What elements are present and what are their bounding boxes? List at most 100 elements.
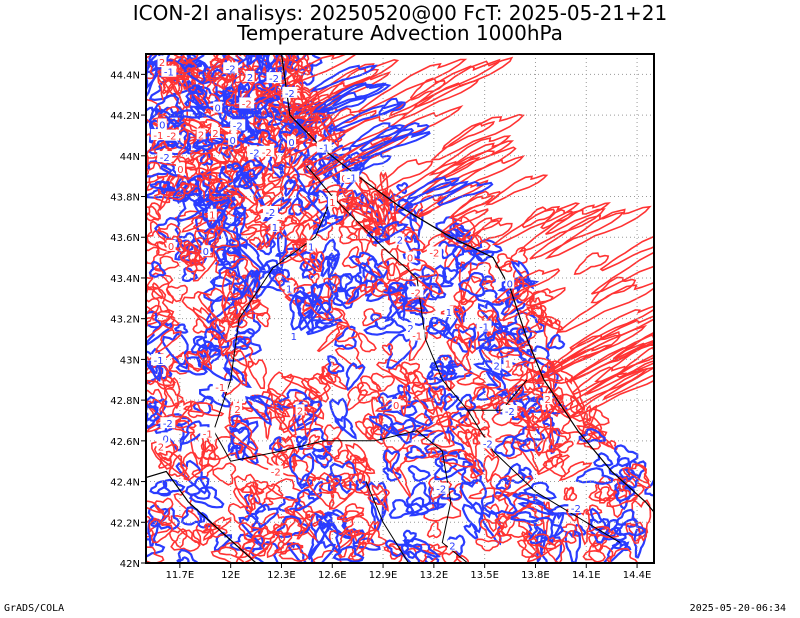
contour-label: -2 xyxy=(167,132,177,143)
contour-line xyxy=(564,376,586,413)
contour-line xyxy=(192,528,214,547)
contour-line xyxy=(388,498,415,519)
contour-line xyxy=(165,284,188,303)
plot-border xyxy=(145,53,655,564)
contour-line xyxy=(477,309,494,323)
region-border xyxy=(281,430,469,563)
contour-line xyxy=(306,434,321,448)
contour-label: -1 xyxy=(479,323,489,334)
contour-line xyxy=(280,375,322,394)
contour-line xyxy=(540,208,574,230)
contour-line xyxy=(334,321,359,343)
contour-line xyxy=(491,202,581,246)
contour-line xyxy=(408,263,444,295)
contour-line xyxy=(398,258,436,282)
y-tick-label: 43.6N xyxy=(110,233,140,244)
contour-line xyxy=(457,271,486,298)
contour-line xyxy=(184,350,209,373)
contour-line xyxy=(525,406,545,429)
contour-line xyxy=(334,190,355,226)
contour-line xyxy=(176,556,190,563)
contour-line xyxy=(240,268,260,298)
x-tick-label: 11.7E xyxy=(166,570,195,581)
contour-line xyxy=(524,290,554,307)
contour-line xyxy=(321,508,352,539)
contour-line xyxy=(426,520,442,539)
contour-line xyxy=(542,455,567,478)
contour-line xyxy=(270,163,284,179)
contour-line xyxy=(382,449,401,472)
contour-line xyxy=(146,538,166,558)
contour-line xyxy=(523,367,536,392)
contour-line xyxy=(153,443,179,461)
contour-line xyxy=(340,203,373,228)
contour-label: -2 xyxy=(285,89,295,100)
contour-line xyxy=(422,388,446,412)
contour-line xyxy=(316,83,392,114)
contour-line xyxy=(255,262,279,300)
contour-line xyxy=(599,235,654,272)
contour-line xyxy=(310,281,334,315)
contour-line xyxy=(290,203,313,225)
contour-line xyxy=(230,427,251,462)
y-tick-label: 42.8N xyxy=(110,396,140,407)
contour-line xyxy=(343,515,377,537)
contour-line xyxy=(146,64,155,80)
contour-line xyxy=(253,268,294,292)
contour-label: 0 xyxy=(229,136,235,147)
contour-label-box xyxy=(409,329,425,341)
contour-line xyxy=(288,197,304,216)
contour-line xyxy=(200,93,222,116)
contour-label: 0 xyxy=(159,120,165,131)
contour-line xyxy=(509,410,541,432)
contour-line xyxy=(203,522,228,539)
contour-line xyxy=(509,246,528,265)
contour-line xyxy=(151,282,164,300)
contour-line xyxy=(332,545,365,563)
contour-line xyxy=(528,516,565,545)
contour-line xyxy=(353,261,378,285)
contour-line xyxy=(146,360,164,386)
contour-line xyxy=(490,396,500,410)
contour-label-box xyxy=(426,246,442,258)
contour-line xyxy=(296,513,316,540)
contour-label: -2 xyxy=(271,467,281,478)
contour-line xyxy=(546,360,556,398)
contour-line xyxy=(320,255,335,278)
contour-line xyxy=(222,202,247,230)
y-tick-label: 42.6N xyxy=(110,437,140,448)
contour-line xyxy=(451,245,477,270)
contour-label-box xyxy=(161,432,171,444)
contour-line xyxy=(584,354,654,396)
contour-line xyxy=(278,542,309,562)
contour-label: -2 xyxy=(262,148,272,159)
contour-label-box xyxy=(213,101,223,113)
contour-line xyxy=(375,358,410,382)
contour-label: -2 xyxy=(505,407,515,418)
contour-line xyxy=(594,486,611,502)
contour-line xyxy=(408,501,447,517)
contour-line xyxy=(545,202,612,235)
contour-line xyxy=(288,452,315,490)
contour-label: 1 xyxy=(446,308,452,319)
contour-label-box xyxy=(175,163,185,175)
contour-line xyxy=(590,276,637,304)
contour-label: 2 xyxy=(494,362,500,373)
contour-line xyxy=(281,79,367,123)
contour-line xyxy=(465,428,479,459)
contour-line xyxy=(356,381,381,404)
contour-label: -2 xyxy=(269,74,279,85)
contour-line xyxy=(466,219,513,250)
contour-line xyxy=(441,550,459,563)
contour-line xyxy=(410,381,436,416)
contour-line xyxy=(661,552,683,572)
contour-line xyxy=(608,456,631,479)
contour-line xyxy=(334,415,357,440)
contour-label: -2 xyxy=(233,121,243,132)
contour-line xyxy=(189,151,214,165)
contour-line xyxy=(399,297,436,314)
contour-line xyxy=(560,410,598,436)
contour-label: -1 xyxy=(164,68,174,79)
contour-line xyxy=(218,338,233,357)
